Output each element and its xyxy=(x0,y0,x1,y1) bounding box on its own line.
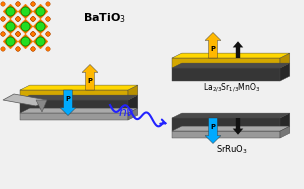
Circle shape xyxy=(31,32,35,36)
Circle shape xyxy=(31,32,35,36)
Circle shape xyxy=(31,2,35,6)
Circle shape xyxy=(31,17,35,21)
Polygon shape xyxy=(172,58,280,68)
Polygon shape xyxy=(33,5,47,19)
Circle shape xyxy=(46,17,50,21)
Polygon shape xyxy=(280,113,290,131)
Text: P: P xyxy=(211,46,216,52)
Circle shape xyxy=(16,32,20,36)
Polygon shape xyxy=(36,100,47,112)
Circle shape xyxy=(36,7,45,16)
Circle shape xyxy=(6,22,15,31)
Circle shape xyxy=(36,37,45,46)
Polygon shape xyxy=(20,90,128,100)
Circle shape xyxy=(46,17,50,21)
Circle shape xyxy=(21,22,30,31)
Polygon shape xyxy=(172,53,290,58)
Circle shape xyxy=(31,2,35,6)
Circle shape xyxy=(16,17,20,21)
Circle shape xyxy=(16,17,20,21)
Circle shape xyxy=(16,2,20,6)
Text: P: P xyxy=(211,124,216,130)
Circle shape xyxy=(36,22,45,31)
Circle shape xyxy=(21,37,30,46)
Circle shape xyxy=(1,17,5,21)
Polygon shape xyxy=(172,68,280,81)
Text: SrRuO$_3$: SrRuO$_3$ xyxy=(216,144,248,156)
Circle shape xyxy=(31,47,35,51)
Circle shape xyxy=(16,32,20,36)
Polygon shape xyxy=(280,126,290,138)
Polygon shape xyxy=(205,33,221,58)
Circle shape xyxy=(16,17,20,21)
Text: La$_{2/3}$Sr$_{1/3}$MnO$_3$: La$_{2/3}$Sr$_{1/3}$MnO$_3$ xyxy=(203,82,261,94)
Polygon shape xyxy=(172,126,290,131)
Circle shape xyxy=(31,32,35,36)
Circle shape xyxy=(31,17,35,21)
Circle shape xyxy=(16,2,20,6)
Polygon shape xyxy=(233,118,243,135)
Polygon shape xyxy=(60,90,76,115)
Text: P: P xyxy=(66,96,71,102)
Circle shape xyxy=(1,2,5,6)
Polygon shape xyxy=(172,131,280,138)
Circle shape xyxy=(16,32,20,36)
Circle shape xyxy=(46,32,50,36)
Circle shape xyxy=(31,17,35,21)
Circle shape xyxy=(31,47,35,51)
Polygon shape xyxy=(19,35,33,49)
Polygon shape xyxy=(19,5,33,19)
Polygon shape xyxy=(20,85,138,90)
Circle shape xyxy=(1,32,5,36)
Circle shape xyxy=(6,7,15,16)
Circle shape xyxy=(16,47,20,51)
Circle shape xyxy=(31,32,35,36)
Circle shape xyxy=(6,37,15,46)
Circle shape xyxy=(1,32,5,36)
Polygon shape xyxy=(4,19,18,33)
Polygon shape xyxy=(20,113,128,120)
Polygon shape xyxy=(128,95,138,113)
Polygon shape xyxy=(20,108,138,113)
Polygon shape xyxy=(205,118,221,143)
Circle shape xyxy=(31,17,35,21)
Polygon shape xyxy=(19,19,33,33)
Circle shape xyxy=(46,2,50,6)
Polygon shape xyxy=(33,35,47,49)
Polygon shape xyxy=(4,35,18,49)
Circle shape xyxy=(16,32,20,36)
Text: BaTiO$_3$: BaTiO$_3$ xyxy=(83,11,126,25)
Polygon shape xyxy=(128,85,138,100)
Polygon shape xyxy=(280,63,290,81)
Polygon shape xyxy=(3,94,47,106)
Circle shape xyxy=(16,47,20,51)
Circle shape xyxy=(21,7,30,16)
Circle shape xyxy=(1,17,5,21)
Polygon shape xyxy=(82,64,98,90)
Polygon shape xyxy=(20,100,128,113)
Circle shape xyxy=(16,17,20,21)
Polygon shape xyxy=(172,118,280,131)
Text: $h\nu$: $h\nu$ xyxy=(118,105,134,119)
Polygon shape xyxy=(33,19,47,33)
Polygon shape xyxy=(280,53,290,68)
Circle shape xyxy=(46,47,50,51)
Polygon shape xyxy=(172,113,290,118)
Polygon shape xyxy=(128,108,138,120)
Polygon shape xyxy=(20,95,138,100)
Polygon shape xyxy=(172,63,290,68)
Circle shape xyxy=(46,32,50,36)
Polygon shape xyxy=(233,41,243,58)
Text: P: P xyxy=(88,78,92,84)
Polygon shape xyxy=(4,5,18,19)
Circle shape xyxy=(1,47,5,51)
